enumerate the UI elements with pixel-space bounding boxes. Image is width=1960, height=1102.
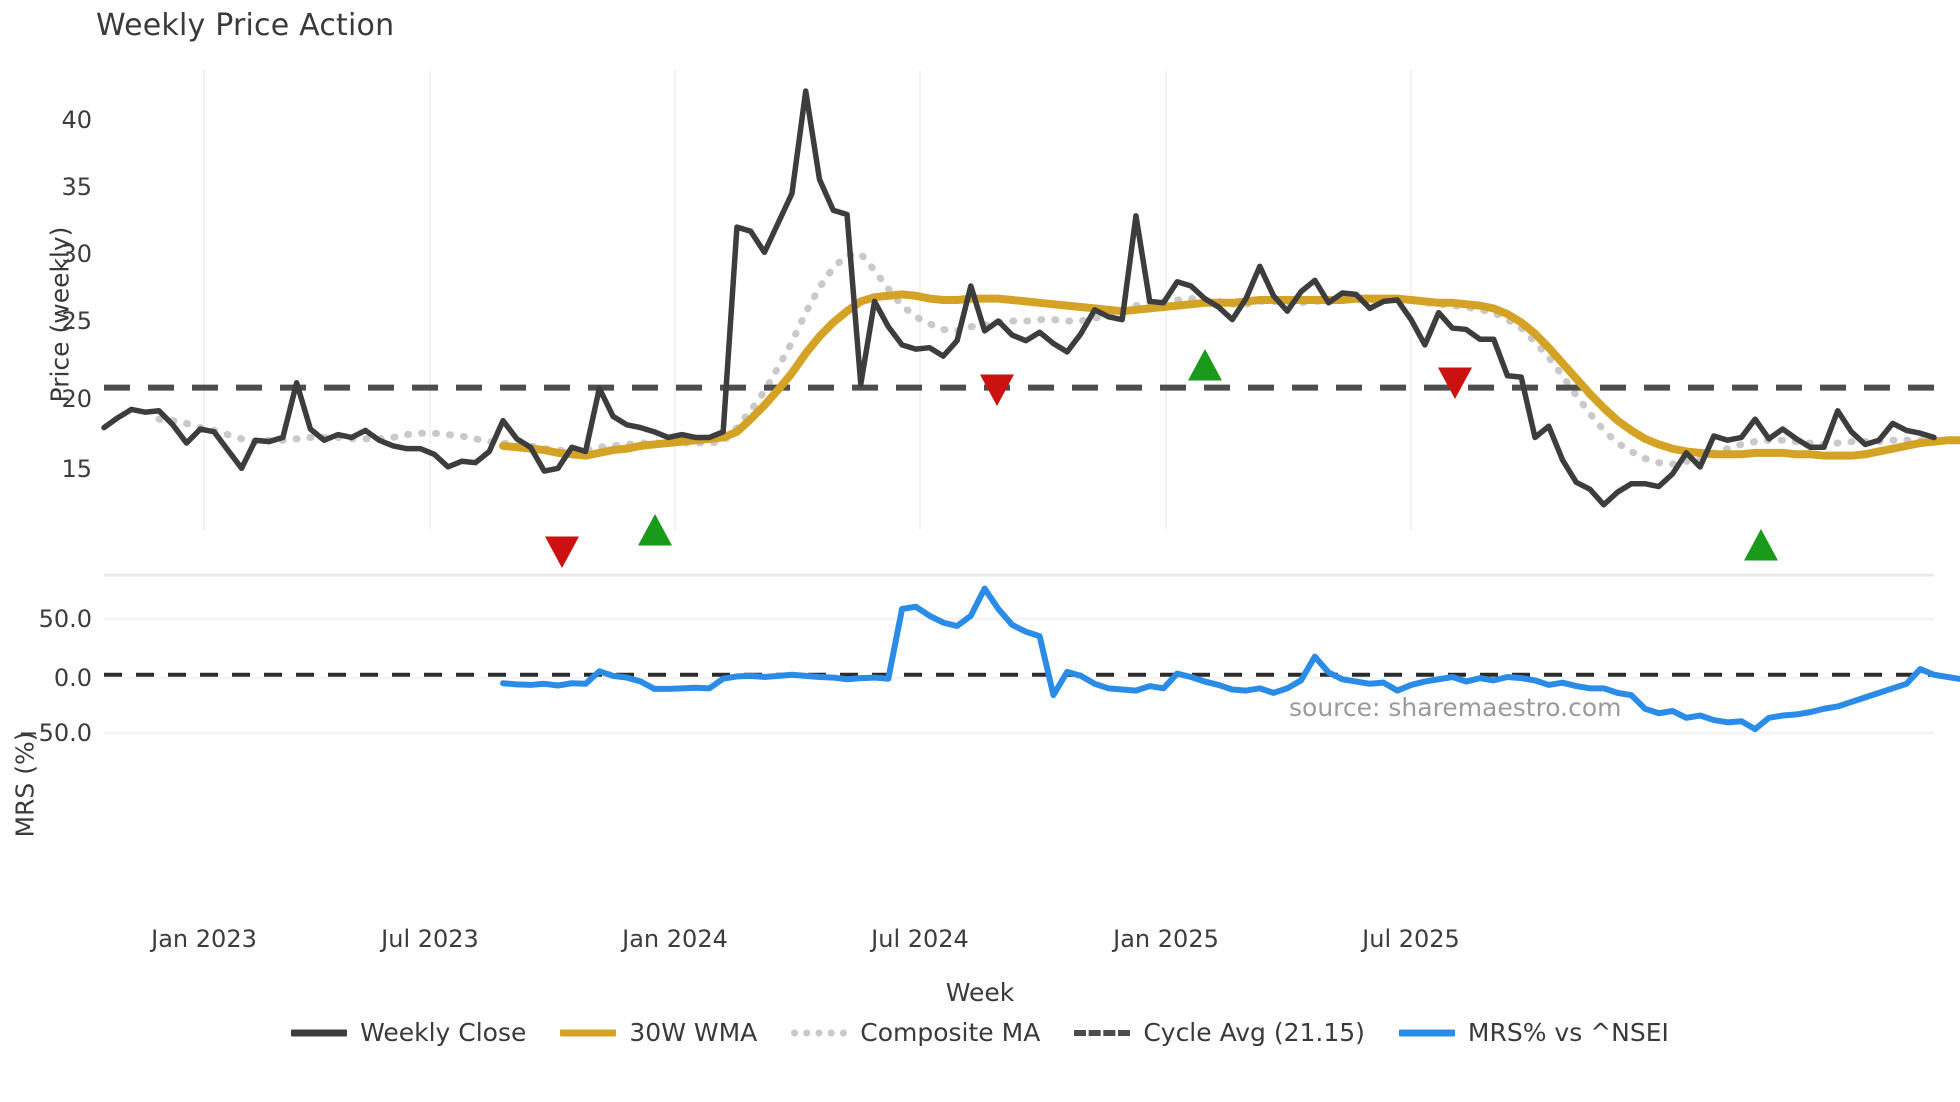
- price-y-tick: 20: [61, 385, 92, 413]
- legend-label: MRS% vs ^NSEI: [1467, 1018, 1669, 1047]
- price-y-tick: 30: [61, 240, 92, 268]
- legend-swatch-icon: [1398, 1022, 1455, 1044]
- sell-signal-marker[interactable]: [545, 536, 579, 568]
- series-mrs: [500, 585, 1960, 733]
- legend-item[interactable]: Cycle Avg (21.15): [1074, 1018, 1365, 1047]
- chart-legend: Weekly Close 30W WMA Composite MA Cycle Avg…: [0, 1018, 1960, 1047]
- price-y-tick: 15: [61, 455, 92, 483]
- mrs-y-tick: −50.0: [18, 719, 92, 747]
- buy-signal-marker[interactable]: [638, 514, 672, 546]
- series-composite-ma: [155, 250, 1938, 468]
- x-tick: Jan 2023: [151, 925, 257, 953]
- mrs-y-tick: 50.0: [38, 605, 92, 633]
- legend-item[interactable]: 30W WMA: [560, 1018, 757, 1047]
- legend-item[interactable]: MRS% vs ^NSEI: [1398, 1018, 1669, 1047]
- x-tick: Jul 2023: [381, 925, 479, 953]
- legend-swatch-icon: [291, 1022, 348, 1044]
- series-weekly-close: [101, 88, 1937, 508]
- mrs-y-tick: 0.0: [53, 664, 92, 692]
- price-y-tick: 25: [61, 307, 92, 335]
- buy-signal-marker[interactable]: [1744, 529, 1778, 561]
- price-y-tick: 35: [61, 173, 92, 201]
- x-tick: Jul 2025: [1362, 925, 1460, 953]
- legend-label: Weekly Close: [360, 1018, 527, 1047]
- legend-label: 30W WMA: [629, 1018, 758, 1047]
- source-watermark: source: sharemaestro.com: [1289, 693, 1622, 722]
- legend-label: Composite MA: [860, 1018, 1041, 1047]
- legend-swatch-icon: [560, 1022, 617, 1044]
- page-title: Weekly Price Action: [96, 8, 395, 43]
- legend-item[interactable]: Composite MA: [791, 1018, 1040, 1047]
- x-tick: Jan 2024: [622, 925, 728, 953]
- x-tick: Jan 2025: [1113, 925, 1219, 953]
- legend-swatch-icon: [791, 1022, 848, 1044]
- legend-swatch-icon: [1074, 1022, 1131, 1044]
- legend-label: Cycle Avg (21.15): [1143, 1018, 1365, 1047]
- x-axis-label: Week: [945, 978, 1015, 1007]
- series-30w-wma: [499, 290, 1960, 460]
- price-y-tick: 40: [61, 106, 92, 134]
- sell-signal-marker[interactable]: [1438, 367, 1472, 399]
- legend-item[interactable]: Weekly Close: [291, 1018, 526, 1047]
- x-tick: Jul 2024: [871, 925, 969, 953]
- sell-signal-marker[interactable]: [980, 374, 1014, 406]
- buy-signal-marker[interactable]: [1188, 349, 1222, 381]
